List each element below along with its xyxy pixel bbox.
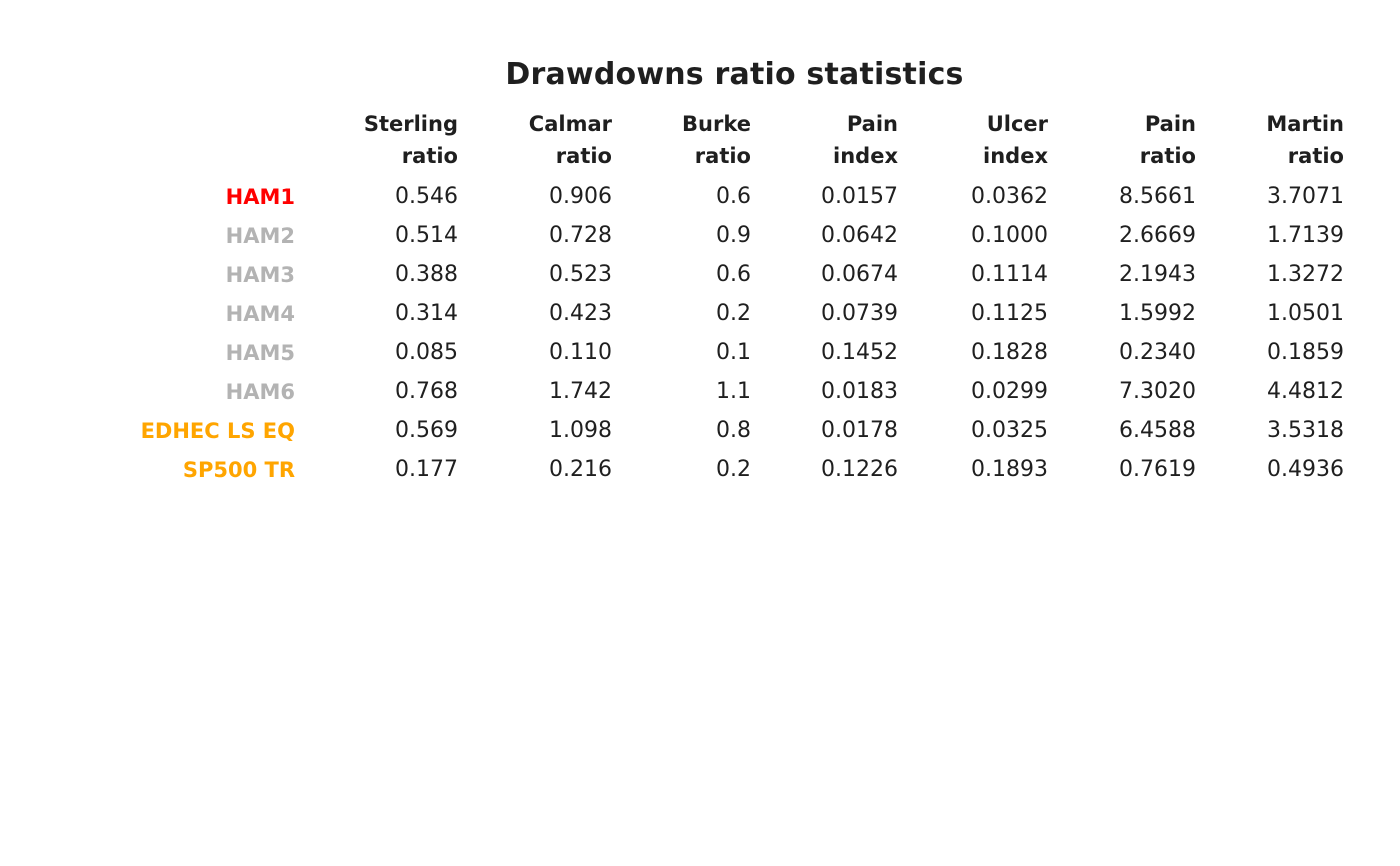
cell-value: 0.8: [716, 418, 751, 443]
column-header-line: index: [983, 144, 1048, 168]
figure-content: Drawdowns ratio statistics Sterling ratio…: [125, 0, 1344, 489]
cell-value: 0.4936: [1267, 457, 1344, 482]
row-label: HAM2: [225, 223, 295, 248]
cell-value: 2.6669: [1119, 223, 1196, 248]
row-label: EDHEC LS EQ: [140, 418, 295, 443]
cell-value: 8.5661: [1119, 184, 1196, 209]
table-row: HAM6 0.768 1.742 1.1 0.0183 0.0299 7.3020 4.481…: [125, 372, 1344, 411]
column-header-line: Sterling: [363, 112, 458, 136]
cell-value: 0.177: [395, 457, 458, 482]
cell-value: 1.7139: [1267, 223, 1344, 248]
cell-value: 0.1: [716, 340, 751, 365]
cell-value: 0.569: [395, 418, 458, 443]
cell-value: 0.1859: [1267, 340, 1344, 365]
cell-value: 0.085: [395, 340, 458, 365]
figure-title: Drawdowns ratio statistics: [505, 57, 964, 92]
column-header-line: Pain: [1144, 112, 1196, 136]
cell-value: 0.314: [395, 301, 458, 326]
column-header-ulcer-index: Ulcer index: [898, 108, 1048, 177]
row-label: HAM1: [225, 184, 295, 209]
row-label: SP500 TR: [182, 457, 295, 482]
cell-value: 0.1452: [821, 340, 898, 365]
table-row: SP500 TR 0.177 0.216 0.2 0.1226 0.1893 0.7619 0…: [125, 450, 1344, 489]
cell-value: 0.906: [549, 184, 612, 209]
cell-value: 0.0362: [971, 184, 1048, 209]
column-header-martin-ratio: Martin ratio: [1196, 108, 1344, 177]
column-header-line: ratio: [1139, 144, 1196, 168]
cell-value: 1.742: [549, 379, 612, 404]
column-header-line: ratio: [401, 144, 458, 168]
cell-value: 0.7619: [1119, 457, 1196, 482]
cell-value: 0.110: [549, 340, 612, 365]
column-header-line: ratio: [694, 144, 751, 168]
column-header-line: Calmar: [528, 112, 612, 136]
cell-value: 1.3272: [1267, 262, 1344, 287]
column-header-line: Pain: [846, 112, 898, 136]
cell-value: 2.1943: [1119, 262, 1196, 287]
table-row: HAM2 0.514 0.728 0.9 0.0642 0.1000 2.6669 1.713…: [125, 216, 1344, 255]
cell-value: 4.4812: [1267, 379, 1344, 404]
row-label: HAM3: [225, 262, 295, 287]
cell-value: 0.728: [549, 223, 612, 248]
cell-value: 0.0674: [821, 262, 898, 287]
column-header-pain-index: Pain index: [751, 108, 898, 177]
column-header-line: Ulcer: [986, 112, 1048, 136]
cell-value: 0.6: [716, 262, 751, 287]
cell-value: 0.388: [395, 262, 458, 287]
table-row: EDHEC LS EQ 0.569 1.098 0.8 0.0178 0.0325 6.45…: [125, 411, 1344, 450]
cell-value: 0.546: [395, 184, 458, 209]
cell-value: 0.0178: [821, 418, 898, 443]
cell-value: 0.1893: [971, 457, 1048, 482]
table-header-row: Sterling ratio Calmar ratio Burke ratio Pain in…: [125, 108, 1344, 177]
drawdowns-stats-table: Sterling ratio Calmar ratio Burke ratio Pain in…: [125, 108, 1344, 489]
row-label: HAM6: [225, 379, 295, 404]
table-row: HAM4 0.314 0.423 0.2 0.0739 0.1125 1.5992 1.050…: [125, 294, 1344, 333]
cell-value: 0.0299: [971, 379, 1048, 404]
cell-value: 0.9: [716, 223, 751, 248]
row-label: HAM5: [225, 340, 295, 365]
cell-value: 3.5318: [1267, 418, 1344, 443]
column-header-line: ratio: [555, 144, 612, 168]
column-header-line: ratio: [1287, 144, 1344, 168]
cell-value: 0.1114: [971, 262, 1048, 287]
column-header-burke-ratio: Burke ratio: [612, 108, 751, 177]
cell-value: 0.423: [549, 301, 612, 326]
cell-value: 7.3020: [1119, 379, 1196, 404]
column-header-pain-ratio: Pain ratio: [1048, 108, 1196, 177]
cell-value: 1.1: [716, 379, 751, 404]
cell-value: 0.0325: [971, 418, 1048, 443]
cell-value: 0.1125: [971, 301, 1048, 326]
column-header-calmar-ratio: Calmar ratio: [458, 108, 612, 177]
column-header-sterling-ratio: Sterling ratio: [295, 108, 458, 177]
cell-value: 1.098: [549, 418, 612, 443]
cell-value: 0.523: [549, 262, 612, 287]
cell-value: 0.2340: [1119, 340, 1196, 365]
cell-value: 0.2: [716, 301, 751, 326]
column-header-line: Martin: [1266, 112, 1344, 136]
cell-value: 0.0157: [821, 184, 898, 209]
cell-value: 0.0183: [821, 379, 898, 404]
cell-value: 1.0501: [1267, 301, 1344, 326]
cell-value: 0.1000: [971, 223, 1048, 248]
table-row: HAM3 0.388 0.523 0.6 0.0674 0.1114 2.1943 1.327…: [125, 255, 1344, 294]
cell-value: 3.7071: [1267, 184, 1344, 209]
cell-value: 0.0739: [821, 301, 898, 326]
cell-value: 1.5992: [1119, 301, 1196, 326]
cell-value: 6.4588: [1119, 418, 1196, 443]
cell-value: 0.2: [716, 457, 751, 482]
cell-value: 0.1828: [971, 340, 1048, 365]
column-header-line: Burke: [682, 112, 751, 136]
row-label: HAM4: [225, 301, 295, 326]
cell-value: 0.0642: [821, 223, 898, 248]
column-header-line: index: [833, 144, 898, 168]
cell-value: 0.514: [395, 223, 458, 248]
cell-value: 0.6: [716, 184, 751, 209]
cell-value: 0.768: [395, 379, 458, 404]
table-row: HAM1 0.546 0.906 0.6 0.0157 0.0362 8.5661 3.707…: [125, 177, 1344, 216]
cell-value: 0.216: [549, 457, 612, 482]
table-row: HAM5 0.085 0.110 0.1 0.1452 0.1828 0.2340 0.185…: [125, 333, 1344, 372]
cell-value: 0.1226: [821, 457, 898, 482]
corner-cell: [125, 108, 295, 177]
